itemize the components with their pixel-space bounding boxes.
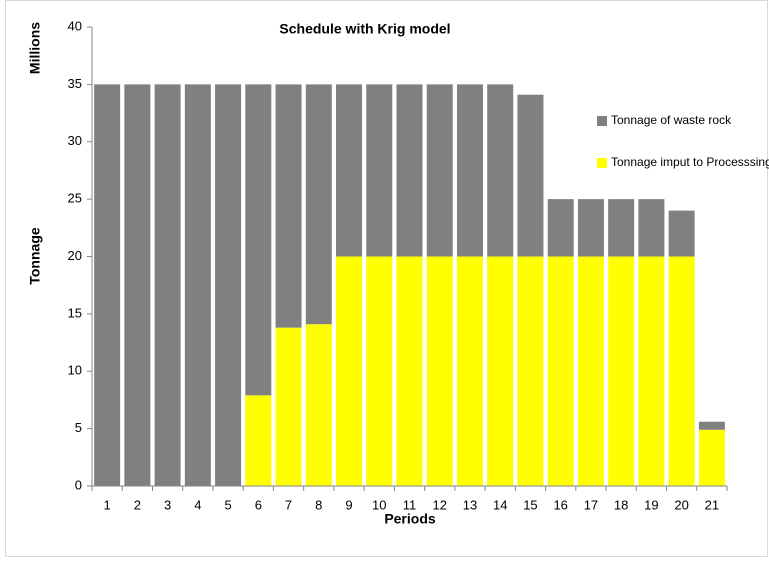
x-tick-label: 15 <box>523 497 537 512</box>
bar-segment <box>456 84 483 257</box>
x-tick-label: 7 <box>285 497 292 512</box>
x-axis-label: Periods <box>384 511 436 527</box>
bar-segment <box>638 256 665 486</box>
bar-segment <box>668 256 695 486</box>
x-tick-label: 18 <box>614 497 628 512</box>
x-tick-label: 16 <box>553 497 567 512</box>
x-tick-label: 11 <box>403 497 417 512</box>
bar-segment <box>638 199 665 257</box>
x-tick-label: 10 <box>372 497 386 512</box>
y-tick-label: 40 <box>68 18 82 33</box>
bar-segment <box>698 429 725 486</box>
bar-segment <box>336 256 363 486</box>
x-tick-label: 5 <box>224 497 231 512</box>
x-tick-label: 1 <box>104 497 111 512</box>
y-tick-label: 10 <box>68 363 82 378</box>
x-tick-label: 9 <box>345 497 352 512</box>
y-axis-label: Tonnage <box>27 227 43 285</box>
bar-segment <box>366 256 393 486</box>
bar-segment <box>487 256 514 486</box>
bar-segment <box>366 84 393 257</box>
bar-segment <box>154 84 181 486</box>
y-tick-label: 5 <box>75 420 82 435</box>
x-tick-label: 4 <box>194 497 201 512</box>
legend-label: Tonnage of waste rock <box>611 113 732 127</box>
bar-segment <box>547 199 574 257</box>
bar-segment <box>396 256 423 486</box>
y-tick-label: 20 <box>68 248 82 263</box>
bar-segment <box>245 84 272 396</box>
bar-segment <box>698 421 725 430</box>
bar-segment <box>547 256 574 486</box>
y-tick-label: 15 <box>68 305 82 320</box>
x-tick-label: 2 <box>134 497 141 512</box>
x-tick-label: 3 <box>164 497 171 512</box>
chart-title: Schedule with Krig model <box>279 21 450 37</box>
legend-swatch <box>597 116 607 126</box>
bar-segment <box>608 199 635 257</box>
x-tick-label: 8 <box>315 497 322 512</box>
bar-segment <box>426 256 453 486</box>
bar-segment <box>517 94 544 257</box>
x-tick-label: 17 <box>584 497 598 512</box>
legend-label: Tonnage imput to Processsing <box>611 155 769 169</box>
y-tick-label: 35 <box>68 76 82 91</box>
x-tick-label: 21 <box>705 497 719 512</box>
y-tick-label: 25 <box>68 191 82 206</box>
bar-segment <box>275 84 302 328</box>
x-tick-label: 14 <box>493 497 507 512</box>
chart-border <box>5 0 768 557</box>
bar-segment <box>305 324 332 486</box>
x-tick-label: 12 <box>433 497 447 512</box>
bar-segment <box>517 256 544 486</box>
bar-segment <box>184 84 211 486</box>
x-tick-label: 13 <box>463 497 477 512</box>
bar-segment <box>336 84 363 257</box>
x-tick-label: 19 <box>644 497 658 512</box>
bar-segment <box>456 256 483 486</box>
bar-segment <box>577 256 604 486</box>
bar-segment <box>94 84 121 486</box>
x-tick-label: 20 <box>674 497 688 512</box>
bar-segment <box>487 84 514 257</box>
bar-segment <box>577 199 604 257</box>
y-tick-label: 0 <box>75 477 82 492</box>
bar-segment <box>396 84 423 257</box>
bar-segment <box>305 84 332 325</box>
bar-segment <box>608 256 635 486</box>
bar-segment <box>426 84 453 257</box>
bar-segment <box>668 210 695 257</box>
x-tick-label: 6 <box>255 497 262 512</box>
y-tick-label: 30 <box>68 133 82 148</box>
units-label: Millions <box>27 22 43 74</box>
legend-swatch <box>597 158 607 168</box>
bar-segment <box>124 84 151 486</box>
bar-segment <box>215 84 242 486</box>
bar-segment <box>275 327 302 486</box>
bar-segment <box>245 395 272 486</box>
